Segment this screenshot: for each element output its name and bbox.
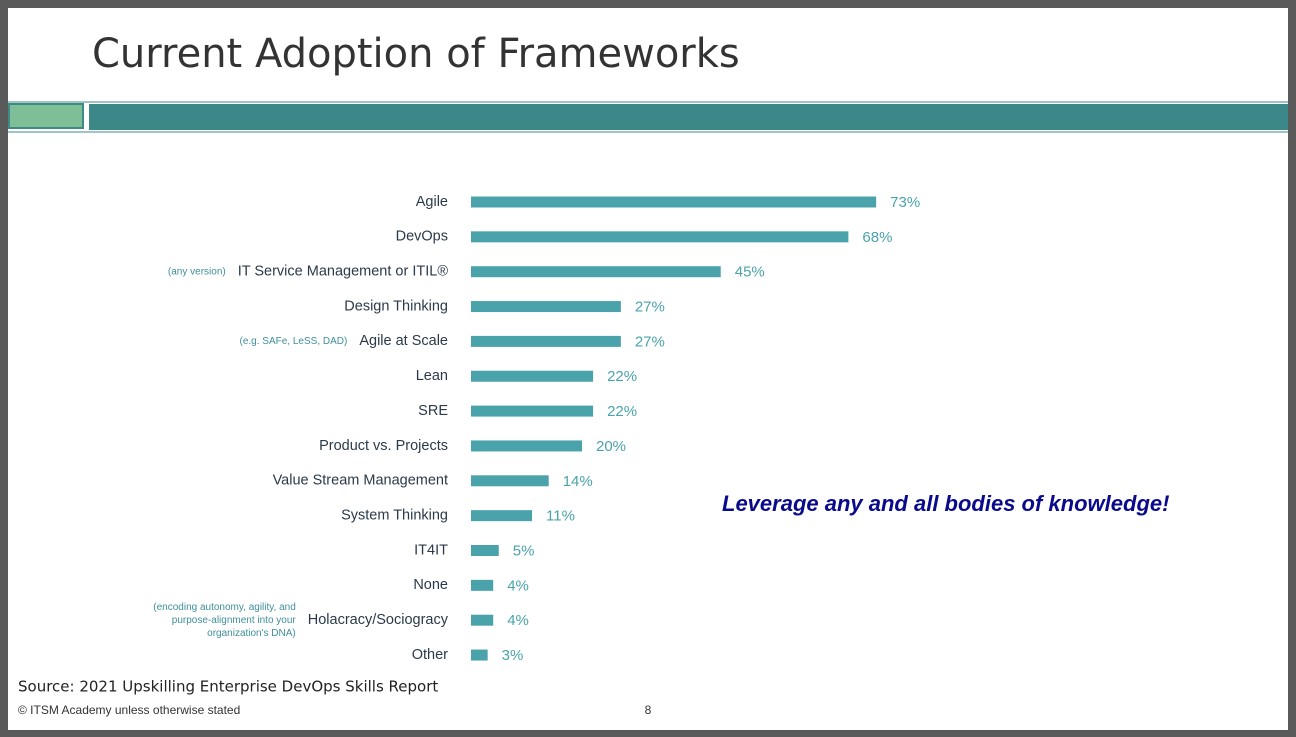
value-label: 22%: [607, 403, 637, 420]
category-label: None: [413, 577, 448, 593]
category-note: purpose-alignment into your: [172, 615, 297, 626]
bar: [471, 370, 594, 382]
value-label: 20%: [596, 438, 626, 455]
bar: [471, 510, 533, 522]
category-label: Agile at Scale: [359, 333, 448, 349]
category-note: organization's DNA): [207, 628, 296, 639]
category-label: SRE: [418, 403, 448, 419]
header-band: [89, 104, 1288, 130]
category-label: Design Thinking: [344, 298, 448, 314]
copyright: © ITSM Academy unless otherwise stated: [18, 703, 240, 717]
category-note: (any version): [168, 266, 226, 277]
value-label: 4%: [507, 577, 529, 594]
value-label: 73%: [890, 194, 920, 211]
value-label: 45%: [735, 264, 765, 281]
category-label: Product vs. Projects: [319, 438, 448, 454]
value-label: 11%: [546, 508, 575, 525]
slide-title: Current Adoption of Frameworks: [92, 31, 740, 77]
bar: [471, 649, 488, 661]
source: Source: 2021 Upskilling Enterprise DevOp…: [18, 678, 438, 696]
bar: [471, 301, 621, 313]
category-label: Other: [412, 647, 448, 663]
bar: [471, 405, 594, 417]
bar: [471, 196, 877, 208]
bar: [471, 614, 494, 626]
bar: [471, 266, 721, 278]
category-label: Holacracy/Sociogracy: [308, 612, 449, 628]
category-label: IT4IT: [414, 542, 448, 558]
bar: [471, 475, 549, 487]
value-label: 27%: [635, 333, 665, 350]
bar: [471, 335, 621, 347]
category-label: IT Service Management or ITIL®: [238, 264, 449, 280]
value-label: 5%: [513, 542, 535, 559]
value-label: 22%: [607, 368, 637, 385]
category-note: (encoding autonomy, agility, and: [153, 602, 296, 613]
value-label: 68%: [862, 229, 892, 246]
chart: Agile 73% DevOps 68% IT Service Management o…: [153, 194, 920, 664]
bar: [471, 579, 494, 591]
bar: [471, 231, 849, 243]
value-label: 27%: [635, 299, 665, 316]
category-label: DevOps: [396, 229, 448, 245]
value-label: 14%: [563, 473, 593, 490]
category-label: Lean: [416, 368, 448, 384]
bar: [471, 440, 582, 452]
value-label: 4%: [507, 612, 529, 629]
bar: [471, 545, 499, 556]
category-label: Agile: [416, 194, 448, 210]
category-label: System Thinking: [341, 507, 448, 523]
callout: Leverage any and all bodies of knowledge…: [722, 491, 1169, 516]
page-number: 8: [645, 703, 652, 717]
category-note: (e.g. SAFe, LeSS, DAD): [240, 336, 348, 347]
header-accent: [8, 103, 84, 129]
value-label: 3%: [502, 647, 524, 664]
category-label: Value Stream Management: [273, 473, 448, 489]
